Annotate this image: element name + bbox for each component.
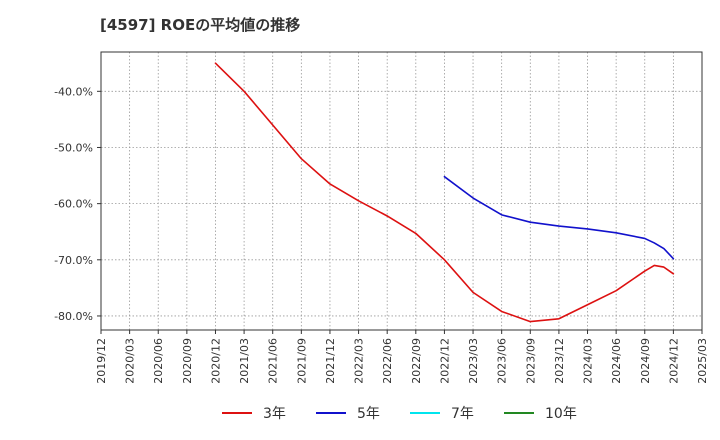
x-tick-label: 2022/12 xyxy=(438,338,451,384)
plot-area xyxy=(100,51,703,331)
x-tick-label: 2020/03 xyxy=(124,338,137,384)
x-tick-label: 2023/03 xyxy=(467,338,480,384)
x-tick-label: 2024/12 xyxy=(667,338,680,384)
series-lines xyxy=(214,62,675,323)
x-tick-label: 2021/12 xyxy=(324,338,337,384)
x-tick-label: 2023/06 xyxy=(496,338,509,384)
x-tick-label: 2022/06 xyxy=(381,338,394,384)
x-tick-label: 2019/12 xyxy=(95,338,108,384)
chart-title: [4597] ROEの平均値の推移 xyxy=(100,16,301,34)
x-tick-label: 2022/03 xyxy=(353,338,366,384)
y-tick-label: -60.0% xyxy=(54,198,93,211)
grid-lines xyxy=(100,52,703,330)
x-tick-label: 2024/06 xyxy=(610,338,623,384)
x-tick-label: 2024/09 xyxy=(639,338,652,384)
x-tick-label: 2023/09 xyxy=(524,338,537,384)
x-tick-label: 2020/09 xyxy=(181,338,194,384)
x-axis-ticks: 2019/12 2020/03 2020/06 2020/09 2020/12 2021/… xyxy=(95,330,709,384)
y-tick-label: -80.0% xyxy=(54,310,93,323)
y-tick-label: -40.0% xyxy=(54,85,93,98)
x-tick-label: 2022/09 xyxy=(410,338,423,384)
x-tick-label: 2021/09 xyxy=(295,338,308,384)
series-line-0 xyxy=(214,62,675,323)
legend-label-0: 3年 xyxy=(263,406,286,422)
y-tick-label: -50.0% xyxy=(54,141,93,154)
x-tick-label: 2020/06 xyxy=(152,338,165,384)
x-tick-label: 2023/12 xyxy=(553,338,566,384)
x-tick-label: 2020/12 xyxy=(209,338,222,384)
legend-label-3: 10年 xyxy=(545,406,577,422)
legend: 3年 5年 7年 10年 xyxy=(222,406,577,422)
x-tick-label: 2021/03 xyxy=(238,338,251,384)
series-line-1 xyxy=(443,175,675,260)
legend-label-2: 7年 xyxy=(451,406,474,422)
legend-label-1: 5年 xyxy=(357,406,380,422)
x-tick-label: 2021/06 xyxy=(267,338,280,384)
x-tick-label: 2024/03 xyxy=(582,338,595,384)
x-tick-label: 2025/03 xyxy=(696,338,709,384)
y-tick-label: -70.0% xyxy=(54,254,93,267)
y-axis-ticks: -40.0% -50.0% -60.0% -70.0% -80.0% xyxy=(54,85,101,323)
